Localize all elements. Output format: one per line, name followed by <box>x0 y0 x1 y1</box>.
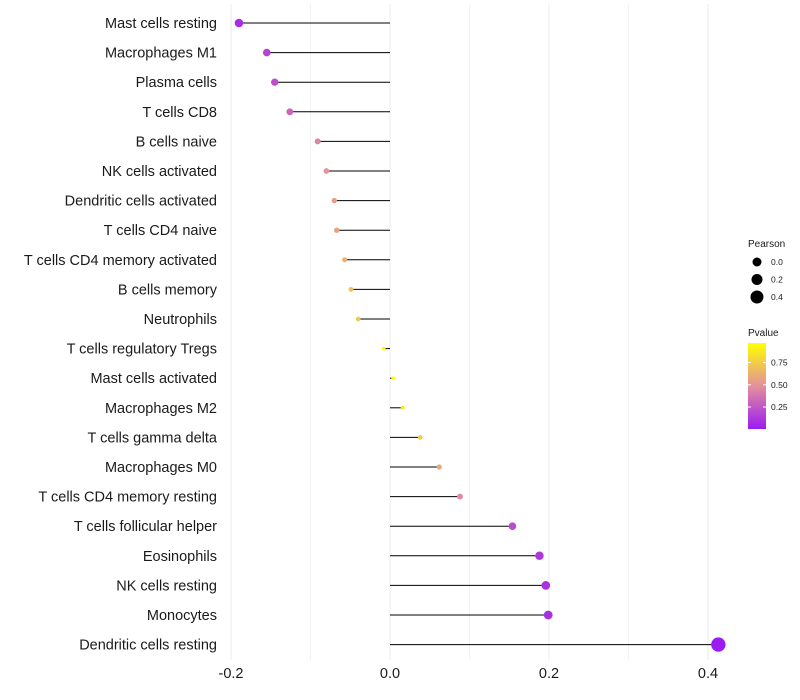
point <box>286 108 294 116</box>
category-label: NK cells resting <box>116 578 217 594</box>
x-axis-ticks: -0.2 0.0 0.2 0.4 <box>219 666 719 682</box>
category-label: T cells follicular helper <box>74 519 217 535</box>
point <box>436 464 442 470</box>
category-label: T cells gamma delta <box>88 430 218 446</box>
legend: Pearson 0.0 0.2 0.4 Pvalue 0.75 0.50 0.25 <box>748 239 788 429</box>
category-label: Dendritic cells resting <box>79 638 217 654</box>
point <box>234 18 244 28</box>
stems <box>238 22 719 646</box>
point <box>508 522 517 531</box>
points <box>234 18 726 652</box>
category-label: Macrophages M0 <box>105 460 217 476</box>
x-tick-label: 0.4 <box>698 666 718 682</box>
point <box>331 197 338 204</box>
point <box>541 581 551 590</box>
size-legend-label: 0.2 <box>771 275 783 285</box>
category-label: T cells CD4 memory resting <box>38 490 217 506</box>
category-label: Mast cells resting <box>105 16 217 32</box>
color-legend-label: 0.75 <box>771 358 788 368</box>
x-tick-label: 0.0 <box>380 666 400 682</box>
category-label: NK cells activated <box>102 164 217 180</box>
x-tick-label: -0.2 <box>219 666 244 682</box>
point <box>381 346 386 351</box>
point <box>711 637 726 652</box>
category-label: Macrophages M1 <box>105 46 217 62</box>
color-legend-label: 0.25 <box>771 402 788 412</box>
size-legend-dot <box>750 290 764 304</box>
point <box>271 78 279 86</box>
color-legend-label: 0.50 <box>771 380 788 390</box>
category-label: Monocytes <box>147 608 217 624</box>
point <box>391 376 396 381</box>
category-label: Mast cells activated <box>90 371 217 387</box>
size-legend-label: 0.4 <box>771 292 783 302</box>
point <box>457 493 463 500</box>
point <box>323 168 330 174</box>
point <box>355 316 361 322</box>
category-label: Neutrophils <box>144 312 217 328</box>
size-legend-items: 0.0 0.2 0.4 <box>750 257 783 304</box>
category-label: T cells regulatory Tregs <box>67 342 217 358</box>
point <box>535 551 544 561</box>
category-label: B cells memory <box>118 282 218 298</box>
point <box>334 227 340 233</box>
color-legend-title: Pvalue <box>748 328 779 339</box>
point <box>262 48 271 57</box>
size-legend-title: Pearson <box>748 239 785 250</box>
color-legend-ticks: 0.75 0.50 0.25 <box>748 358 788 412</box>
point <box>400 405 405 410</box>
category-labels: Mast cells resting Macrophages M1 Plasma c… <box>24 16 218 654</box>
category-label: T cells CD8 <box>142 105 217 121</box>
category-label: Dendritic cells activated <box>65 194 217 210</box>
category-label: T cells CD4 naive <box>104 223 217 239</box>
category-label: B cells naive <box>136 134 217 150</box>
size-legend-dot <box>751 274 763 285</box>
category-label: Macrophages M2 <box>105 401 217 417</box>
point <box>348 286 354 292</box>
size-legend-dot <box>752 257 762 267</box>
point <box>342 257 348 263</box>
point <box>417 435 423 440</box>
size-legend-label: 0.0 <box>771 257 783 267</box>
category-label: Plasma cells <box>136 75 217 91</box>
pvalue-colorbar <box>748 343 766 429</box>
category-label: Eosinophils <box>143 549 217 565</box>
x-tick-label: 0.2 <box>539 666 559 682</box>
point <box>543 610 553 620</box>
category-label: T cells CD4 memory activated <box>24 253 217 269</box>
point <box>314 138 321 145</box>
grid-lines <box>230 4 709 660</box>
